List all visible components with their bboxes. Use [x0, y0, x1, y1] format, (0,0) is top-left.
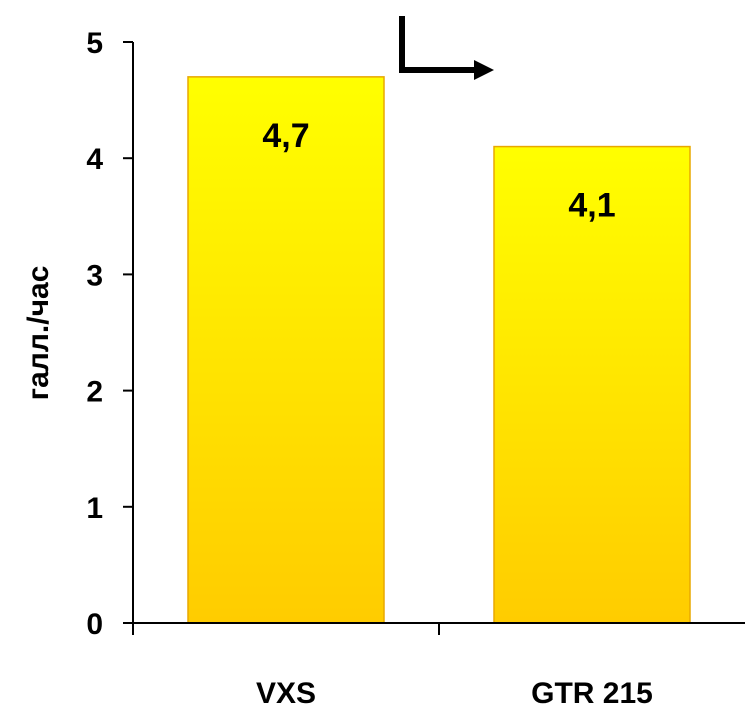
- y-tick-label: 5: [86, 27, 103, 60]
- arrow-head: [474, 60, 494, 80]
- data-label: 4,1: [568, 187, 615, 225]
- y-tick-label: 4: [86, 143, 103, 176]
- bars-layer: [187, 76, 691, 624]
- y-tick-label: 2: [86, 376, 103, 409]
- x-tick-label: VXS: [256, 677, 316, 707]
- y-tick-label: 1: [86, 492, 103, 525]
- bar-gtr-215: [493, 145, 691, 624]
- step-arrow-icon: [399, 16, 494, 80]
- y-tick-label: 3: [86, 259, 103, 292]
- bar-vxs: [187, 76, 385, 624]
- x-tick-label: GTR 215: [531, 677, 653, 707]
- data-label: 4,7: [262, 117, 309, 155]
- axes-layer: [123, 41, 745, 635]
- y-axis-title: галл./час: [22, 266, 55, 401]
- labels-layer: 4,7 VXS 4,1 GTR 215 0 1 2 3 4 5: [86, 27, 653, 707]
- y-tick-label: 0: [86, 608, 103, 641]
